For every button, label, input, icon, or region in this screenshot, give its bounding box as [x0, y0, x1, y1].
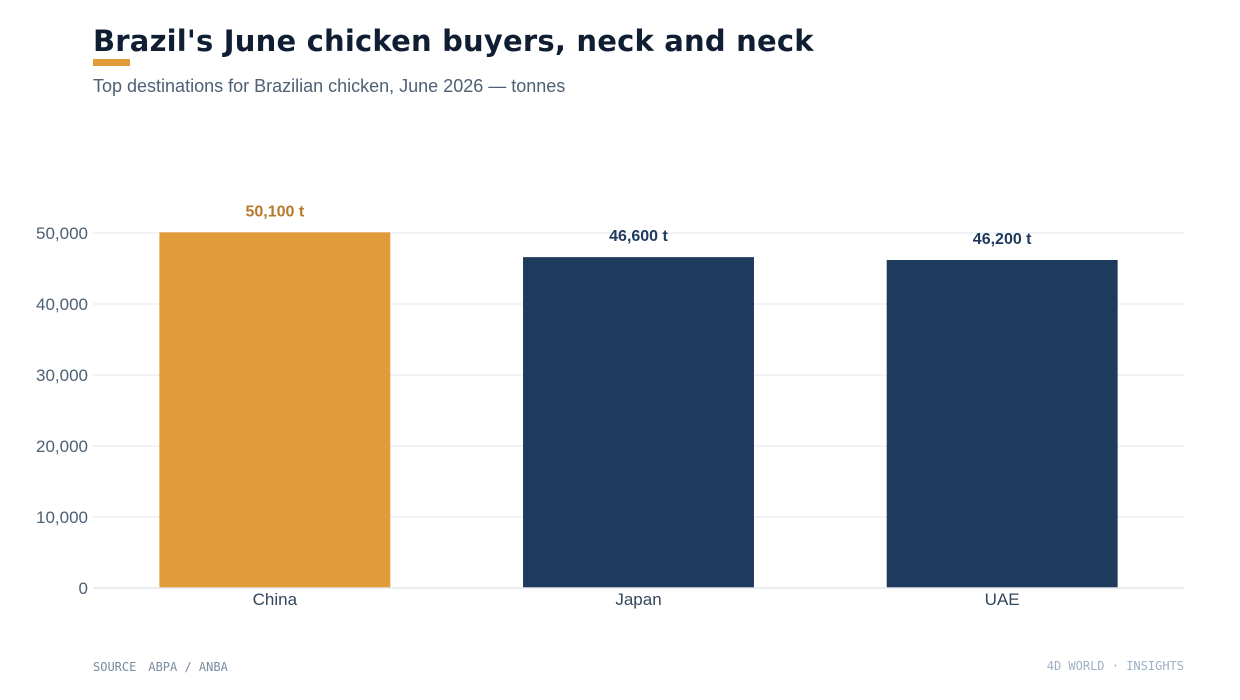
- chart-subtitle: Top destinations for Brazilian chicken, …: [93, 76, 566, 96]
- bar-uae: [886, 259, 1118, 588]
- y-tick-label: 20,000: [36, 437, 88, 456]
- data-labels: 50,100 t 46,600 t 46,200 t: [245, 203, 1032, 248]
- title-accent-bar: [93, 59, 130, 66]
- bars: [159, 232, 1118, 589]
- chart-title: Brazil's June chicken buyers, neck and n…: [93, 24, 814, 58]
- y-tick-label: 50,000: [36, 224, 88, 243]
- x-tick-label: UAE: [985, 590, 1020, 609]
- brand-credit: 4D WORLD · INSIGHTS: [1046, 659, 1184, 673]
- data-label: 46,600 t: [609, 228, 668, 245]
- bar-japan: [523, 257, 754, 588]
- x-axis-ticks: China Japan UAE: [253, 590, 1020, 609]
- y-axis-ticks: 0 10,000 20,000 30,000 40,000 50,000: [36, 224, 88, 598]
- source-label: SOURCE: [93, 660, 137, 674]
- data-label: 50,100 t: [245, 203, 304, 220]
- source-text: ABPA / ANBA: [148, 660, 228, 674]
- bar-china: [159, 232, 391, 589]
- source-note: SOURCE ABPA / ANBA: [93, 660, 228, 674]
- y-tick-label: 40,000: [36, 295, 88, 314]
- y-tick-label: 0: [79, 579, 88, 598]
- y-tick-label: 10,000: [36, 508, 88, 527]
- y-tick-label: 30,000: [36, 366, 88, 385]
- x-tick-label: Japan: [615, 590, 661, 609]
- x-tick-label: China: [253, 590, 298, 609]
- data-label: 46,200 t: [973, 231, 1032, 248]
